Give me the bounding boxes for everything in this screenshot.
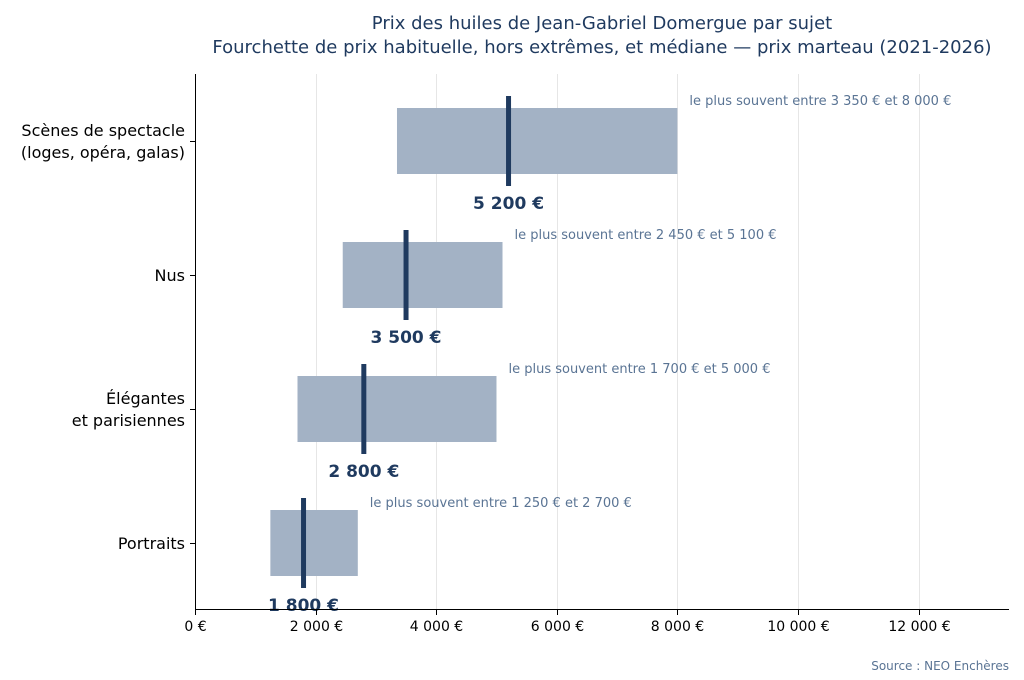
median-label: 1 800 € [268, 596, 339, 616]
category-label: Élégantes et parisiennes [72, 389, 185, 430]
x-tick-label: 10 000 € [767, 619, 829, 635]
category-label: Portraits [118, 534, 185, 553]
category-row: 5 200 € le plus souvent entre 3 350 € et … [396, 94, 951, 214]
x-tick-label: 0 € [184, 619, 206, 635]
median-label: 2 800 € [328, 462, 399, 482]
range-bar [270, 510, 358, 576]
plot-area: 5 200 € le plus souvent entre 3 350 € et … [268, 94, 951, 616]
chart-subtitle: Fourchette de prix habituelle, hors extr… [212, 37, 991, 58]
x-tick-label: 6 000 € [531, 619, 584, 635]
range-annotation: le plus souvent entre 2 450 € et 5 100 € [515, 228, 777, 243]
median-label: 3 500 € [371, 328, 442, 348]
category-row: 3 500 € le plus souvent entre 2 450 € et … [342, 228, 777, 348]
category-row: 1 800 € le plus souvent entre 1 250 € et … [268, 496, 632, 616]
axes [195, 74, 1009, 610]
range-bar [297, 376, 497, 442]
x-tick-label: 2 000 € [290, 619, 343, 635]
range-bar [396, 108, 678, 174]
source-note: Source : NEO Enchères [871, 659, 1009, 673]
range-bar [342, 242, 503, 308]
range-annotation: le plus souvent entre 1 700 € et 5 000 € [508, 362, 770, 377]
x-axis-ticks: 0 € 2 000 € 4 000 € 6 000 € 8 000 € 10 000 € 1… [184, 610, 951, 635]
category-label: Nus [155, 266, 185, 285]
x-tick-label: 8 000 € [651, 619, 704, 635]
x-tick-label: 12 000 € [888, 619, 950, 635]
x-tick-label: 4 000 € [410, 619, 463, 635]
range-annotation: le plus souvent entre 1 250 € et 2 700 € [370, 496, 632, 511]
category-label: Scènes de spectacle (loges, opéra, galas) [21, 121, 185, 162]
category-row: 2 800 € le plus souvent entre 1 700 € et … [297, 362, 770, 482]
chart-title: Prix des huiles de Jean-Gabriel Domergue… [372, 13, 832, 34]
median-label: 5 200 € [473, 194, 544, 214]
range-annotation: le plus souvent entre 3 350 € et 8 000 € [689, 94, 951, 109]
y-axis-labels: Scènes de spectacle (loges, opéra, galas)… [21, 121, 195, 553]
